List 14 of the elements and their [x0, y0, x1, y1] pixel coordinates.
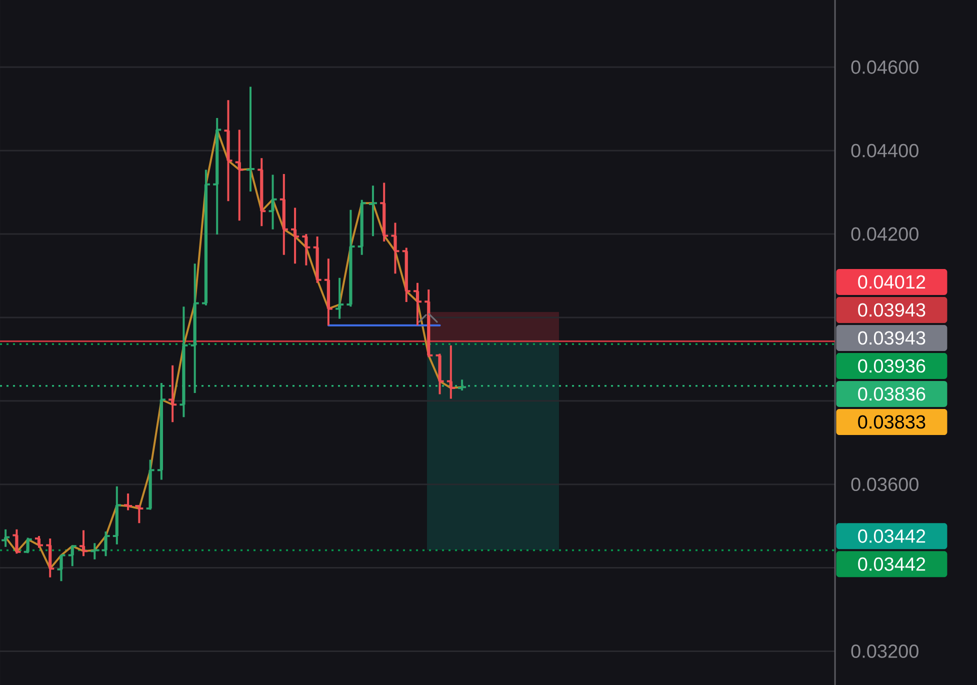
y-tick-label: 0.03200 — [851, 644, 918, 658]
ref-line-label: 0.03936 — [858, 359, 926, 373]
text: 0.03442 — [858, 529, 926, 543]
ref-line-label: 0.03836 — [858, 387, 926, 401]
line-series — [4, 128, 464, 570]
ref-line-label: 0.03442 — [858, 557, 926, 571]
text: 0.04012 — [858, 275, 926, 289]
y-tick-label: 0.04600 — [851, 60, 918, 74]
y-tick-label: 0.04400 — [851, 144, 918, 158]
y-tick-label: 0.03600 — [851, 478, 918, 492]
text: 0.03943 — [858, 331, 926, 345]
y-tick-label: 0.04200 — [851, 227, 918, 241]
text: 0.03833 — [858, 415, 926, 429]
ref-line-label: 0.03943 — [858, 303, 926, 317]
